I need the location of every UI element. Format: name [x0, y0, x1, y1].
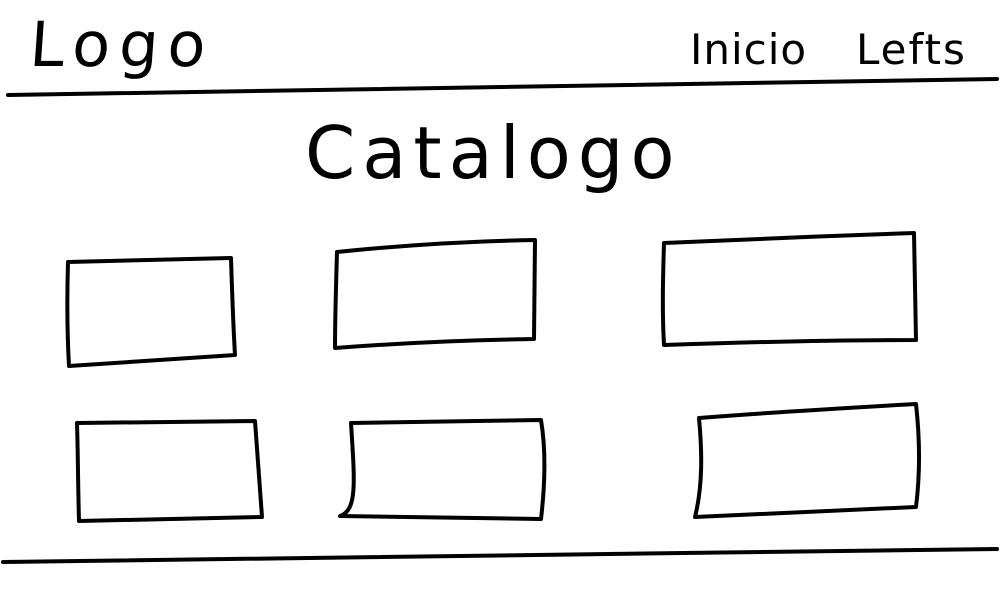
catalog-card[interactable]	[66, 255, 238, 369]
catalog-card[interactable]	[333, 238, 538, 351]
footer-divider	[1, 547, 999, 564]
catalog-card[interactable]	[75, 419, 265, 524]
catalog-card[interactable]	[338, 418, 548, 522]
header-divider	[6, 77, 999, 97]
logo[interactable]: Logo	[27, 8, 218, 81]
page-title: Catalogo	[305, 111, 682, 195]
catalog-card[interactable]	[692, 402, 923, 520]
nav-link-lefts[interactable]: Lefts	[856, 25, 967, 74]
catalog-card[interactable]	[660, 231, 919, 348]
nav-link-inicio[interactable]: Inicio	[690, 25, 808, 74]
